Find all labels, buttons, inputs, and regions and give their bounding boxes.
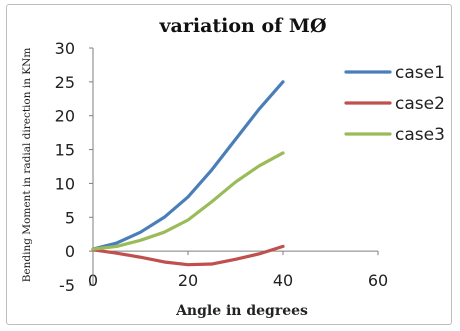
legend: case1 case2 case3 (344, 63, 445, 145)
chart-frame (6, 4, 452, 325)
y-tick-label: 10 (55, 174, 75, 193)
y-tick-label: 5 (65, 208, 75, 227)
x-tick-label: 40 (273, 271, 293, 290)
series-line-case3 (91, 151, 285, 251)
y-axis-ticks: -5 0 5 10 15 20 25 30 (55, 39, 93, 295)
series-layer (91, 80, 285, 267)
y-tick-label: -5 (59, 276, 75, 295)
x-tick-label: 20 (178, 271, 198, 290)
y-tick-label: 30 (55, 39, 75, 58)
series-line-case1 (91, 80, 285, 251)
x-axis-label: Angle in degrees (175, 303, 308, 319)
series-line-case2 (91, 244, 285, 267)
x-tick-label: 60 (368, 271, 388, 290)
legend-label-case1: case1 (395, 63, 445, 83)
y-axis-label: Bending Moment in radial direction in KN… (21, 48, 33, 283)
y-tick-label: 25 (55, 73, 75, 92)
y-tick-label: 20 (55, 107, 75, 126)
chart-title: variation of MØ (158, 15, 326, 37)
y-tick-label: 0 (65, 242, 75, 261)
legend-label-case3: case3 (395, 125, 445, 145)
y-tick-label: 15 (55, 141, 75, 160)
legend-label-case2: case2 (395, 94, 445, 114)
